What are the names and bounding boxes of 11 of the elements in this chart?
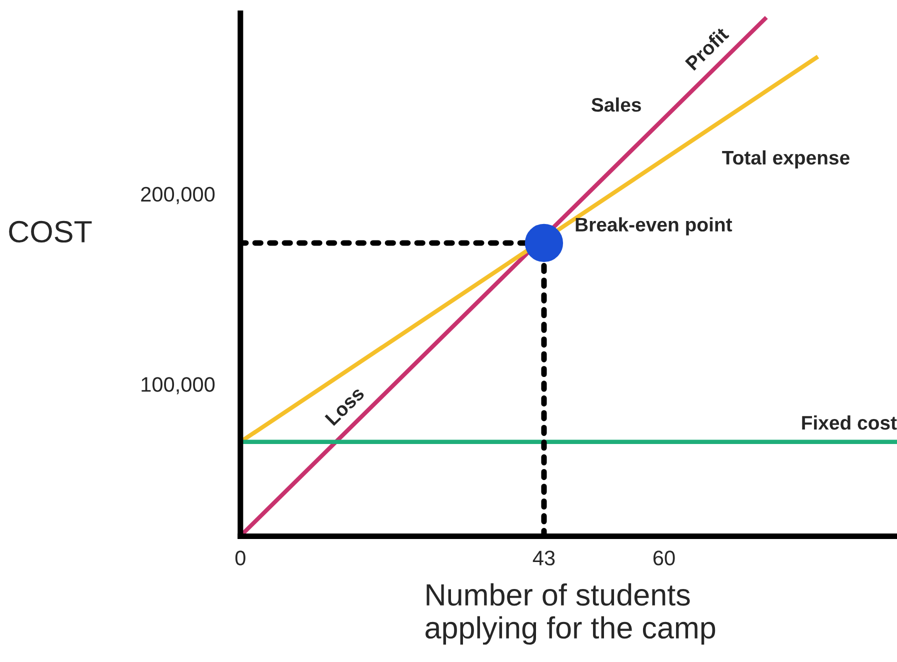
annotation: Break-even point [576, 217, 732, 236]
series-label: Sales [591, 97, 641, 112]
x-tick-label: 60 [653, 550, 675, 566]
x-axis-title: Number of students applying for the camp [426, 583, 716, 645]
series-label: Fixed cost [802, 415, 897, 430]
y-axis-title: COST [9, 220, 92, 243]
y-tick-label: 200,000 [141, 186, 215, 204]
y-tick-label: 100,000 [142, 377, 215, 394]
x-tick-label: 0 [235, 550, 246, 566]
series-label: Total expense [722, 150, 850, 168]
x-tick-label: 43 [532, 550, 555, 566]
